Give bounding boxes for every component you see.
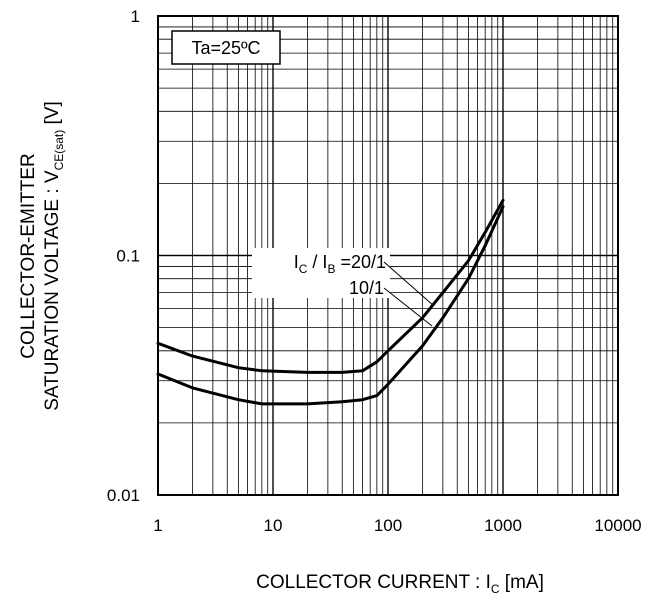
series-annotation: IC / IB =20/1 10/1: [252, 248, 435, 327]
y-tick-label: 0.01: [107, 486, 140, 505]
series-line-10-1: [156, 205, 505, 406]
plot-frame: [157, 15, 619, 496]
series-layer: [156, 198, 505, 406]
x-tick-label: 100: [374, 516, 402, 535]
y-axis-title-line2: SATURATION VOLTAGE : VCE(sat) [V]: [42, 101, 66, 411]
x-tick-label: 10: [264, 516, 283, 535]
x-axis-title: COLLECTOR CURRENT : IC [mA]: [256, 572, 544, 596]
leader-line-20-1: [383, 261, 435, 307]
y-tick-labels: 1 0.1 0.01: [107, 7, 140, 505]
x-tick-labels: 1 10 100 1000 10000: [153, 516, 641, 535]
condition-label: Ta=25ºC: [191, 38, 260, 58]
series-line-20-1: [156, 198, 505, 374]
condition-box-frame: [171, 30, 281, 65]
y-axis-title-line1: COLLECTOR-EMITTER: [18, 153, 39, 359]
x-tick-label: 1: [153, 516, 162, 535]
y-tick-label: 1: [131, 7, 140, 26]
y-tick-label: 0.1: [116, 247, 140, 266]
series-annotation-bg: [252, 248, 390, 298]
x-tick-label: 10000: [594, 516, 641, 535]
series-label-10-1: 10/1: [349, 278, 384, 298]
series-label-20-1: IC / IB =20/1: [294, 252, 386, 276]
x-tick-label: 1000: [484, 516, 522, 535]
condition-box: Ta=25ºC: [171, 30, 281, 65]
leader-line-10-1: [383, 287, 433, 327]
y-axis-title: COLLECTOR-EMITTER SATURATION VOLTAGE : V…: [18, 101, 66, 411]
